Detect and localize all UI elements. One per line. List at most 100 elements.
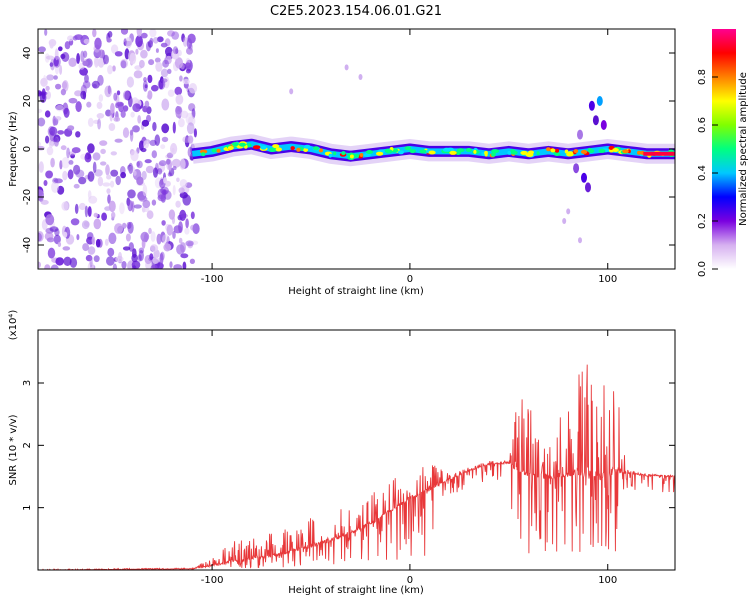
noise-blob (116, 101, 124, 107)
noise-blob (53, 178, 63, 184)
signal-burst-blob (600, 120, 607, 130)
noise-blob (107, 247, 115, 257)
noise-blob (83, 38, 90, 45)
signal-hotspot (554, 148, 560, 153)
noise-blob (186, 38, 192, 49)
noise-blob (151, 199, 157, 206)
noise-blob (126, 76, 134, 88)
noise-blob (96, 113, 105, 119)
signal-hotspot (612, 148, 619, 152)
signal-hotspot (428, 150, 436, 155)
noise-blob (104, 238, 109, 246)
noise-blob (107, 194, 111, 204)
signal-hotspot (304, 144, 311, 149)
signal-hotspot (349, 154, 354, 159)
noise-blob (59, 64, 63, 75)
noise-blob (127, 189, 136, 199)
signal-hotspot (290, 146, 295, 151)
signal-hotspot (227, 146, 234, 150)
noise-blob (142, 184, 148, 197)
noise-blob (75, 101, 82, 113)
noise-blob (38, 261, 41, 268)
spectrogram-x-tick-label: -100 (201, 274, 224, 285)
snr-y-label: SNR (10 * v/v) (8, 414, 19, 485)
noise-blob (39, 92, 47, 103)
noise-blob (55, 83, 62, 90)
signal-hotspot (507, 150, 512, 155)
noise-blob (182, 78, 190, 85)
noise-blob (157, 188, 166, 200)
noise-blob (176, 177, 180, 183)
spectrogram-y-tick-label: -40 (22, 237, 33, 253)
noise-blob (108, 200, 116, 212)
noise-blob (188, 116, 196, 126)
signal-hotspot (260, 145, 267, 150)
noise-blob (128, 162, 134, 175)
signal-hotspot (580, 149, 588, 154)
noise-blob (155, 48, 159, 53)
noise-blob (163, 243, 172, 252)
noise-blob (179, 179, 188, 188)
noise-blob (38, 161, 44, 173)
noise-blob (113, 116, 121, 122)
signal-hotspot (363, 153, 371, 157)
noise-blob (141, 170, 147, 180)
signal-hotspot (272, 144, 280, 149)
noise-blob (86, 101, 92, 108)
colorbar-label: Normalized spectral amplitude (738, 72, 749, 226)
signal-hotspot (564, 149, 569, 154)
noise-blob (185, 218, 189, 229)
noise-blob (112, 65, 116, 72)
noise-blob (48, 39, 57, 47)
noise-blob (161, 123, 170, 134)
noise-blob (106, 188, 111, 194)
noise-blob (49, 226, 59, 232)
noise-blob (67, 35, 74, 42)
noise-blob (182, 36, 188, 47)
faint-blob (289, 88, 294, 95)
spectrogram-x-tick-label: 100 (598, 274, 617, 285)
noise-blob (97, 118, 101, 130)
signal-hotspot (573, 149, 579, 154)
noise-blob (45, 135, 50, 144)
signal-hotspot (303, 148, 309, 152)
noise-blob (129, 130, 134, 142)
noise-blob (59, 160, 63, 170)
noise-blob (180, 110, 189, 119)
noise-blob (108, 232, 117, 244)
noise-blob (99, 140, 108, 146)
noise-blob (68, 97, 78, 104)
noise-blob (64, 41, 71, 50)
noise-blob (45, 85, 50, 91)
noise-blob (144, 159, 152, 164)
noise-blob (93, 212, 99, 218)
noise-blob (104, 85, 112, 98)
noise-blob (87, 117, 94, 127)
signal-hotspot (359, 153, 364, 157)
noise-blob (66, 147, 70, 159)
signal-hotspot (465, 148, 473, 152)
noise-blob (46, 237, 55, 243)
noise-blob (112, 263, 118, 269)
noise-blob (68, 160, 74, 165)
noise-blob (92, 29, 97, 38)
signal-hotspot (442, 147, 451, 152)
noise-blob (53, 55, 61, 68)
noise-blob (55, 104, 64, 112)
noise-blob (149, 29, 157, 38)
signal-hotspot (567, 151, 574, 156)
noise-blob (175, 200, 181, 208)
noise-blob (170, 143, 178, 155)
noise-blob (179, 209, 187, 221)
signal-hotspot (419, 149, 427, 154)
snr-y-tick-label: 1 (22, 504, 33, 510)
noise-blob (162, 59, 170, 68)
noise-blob (172, 166, 177, 171)
noise-blob (172, 121, 176, 134)
noise-blob (147, 74, 153, 84)
noise-blob (122, 105, 129, 112)
noise-blob (160, 78, 168, 83)
noise-blob (87, 246, 96, 255)
noise-blob (109, 110, 113, 122)
